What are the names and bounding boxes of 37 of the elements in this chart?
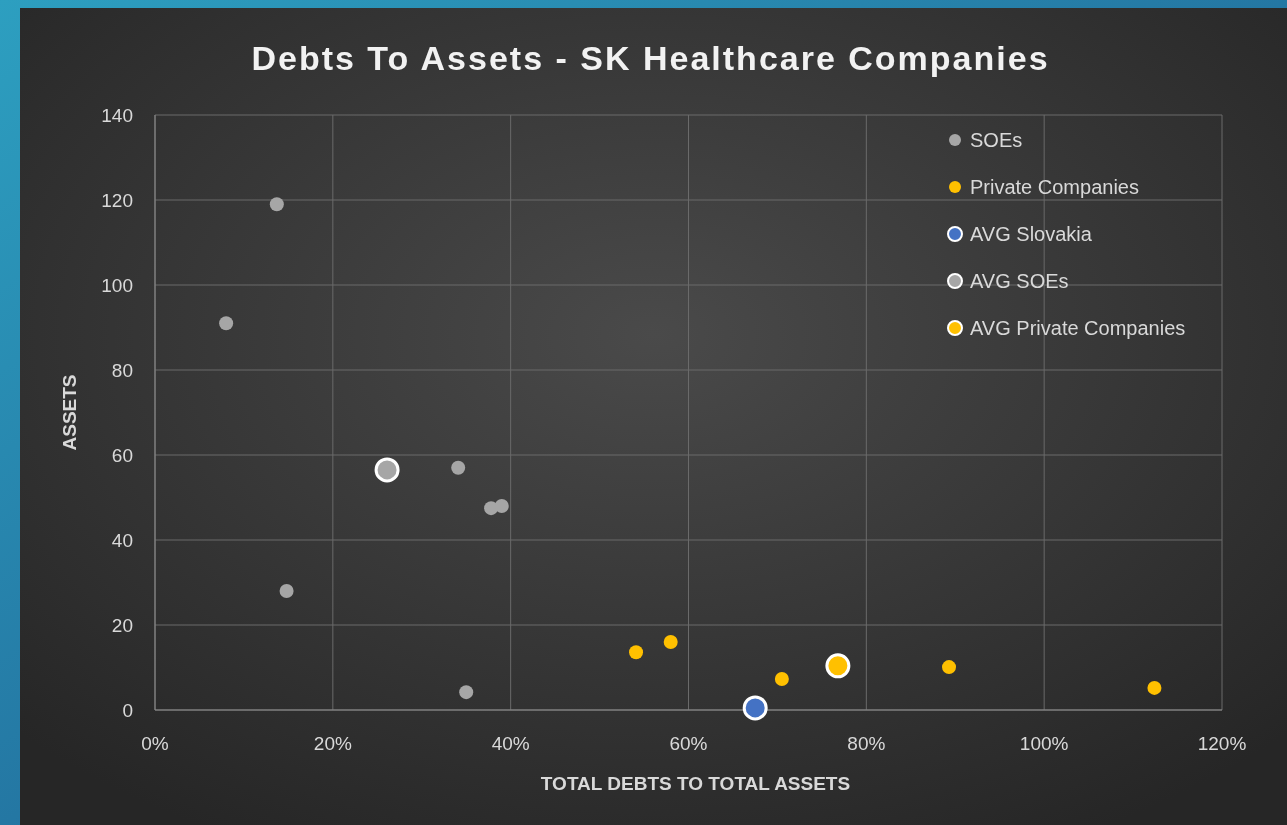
point: [742, 695, 768, 721]
legend-label: AVG Private Companies: [970, 317, 1186, 339]
point: [663, 635, 678, 649]
x-tick-label: 120%: [1197, 733, 1247, 754]
legend-label: AVG Slovakia: [970, 223, 1093, 245]
x-tick-label: 20%: [313, 733, 352, 754]
legend-label: Private Companies: [970, 176, 1139, 198]
x-axis-title: TOTAL DEBTS TO TOTAL ASSETS: [540, 773, 851, 794]
point: [279, 584, 294, 598]
legend-label: SOEs: [970, 129, 1023, 151]
point: [374, 457, 400, 483]
y-tick-label: 80: [111, 360, 133, 381]
y-tick-label: 20: [111, 615, 133, 636]
x-tick-label: 40%: [491, 733, 530, 754]
point: [269, 197, 284, 212]
x-tick-label: 0%: [141, 733, 169, 754]
y-axis-title: ASSETS: [59, 374, 80, 451]
y-tick-label: 100: [101, 275, 133, 296]
legend-label: AVG SOEs: [970, 270, 1069, 292]
point: [629, 645, 644, 660]
y-tick-label: 40: [111, 530, 133, 551]
point: [774, 671, 789, 686]
point: [451, 460, 466, 475]
point: [942, 660, 957, 675]
y-tick-label: 140: [101, 105, 133, 126]
x-tick-label: 100%: [1019, 733, 1069, 754]
chart-title: Debts To Assets - SK Healthcare Companies: [251, 39, 1050, 77]
point: [825, 653, 851, 679]
point: [494, 499, 509, 513]
x-tick-label: 60%: [669, 733, 708, 754]
y-tick-label: 60: [111, 445, 133, 466]
y-tick-label: 0: [122, 700, 133, 721]
y-tick-label: 120: [101, 190, 133, 211]
point: [459, 685, 474, 700]
x-tick-label: 80%: [847, 733, 886, 754]
point: [219, 316, 234, 331]
point: [1147, 680, 1162, 695]
